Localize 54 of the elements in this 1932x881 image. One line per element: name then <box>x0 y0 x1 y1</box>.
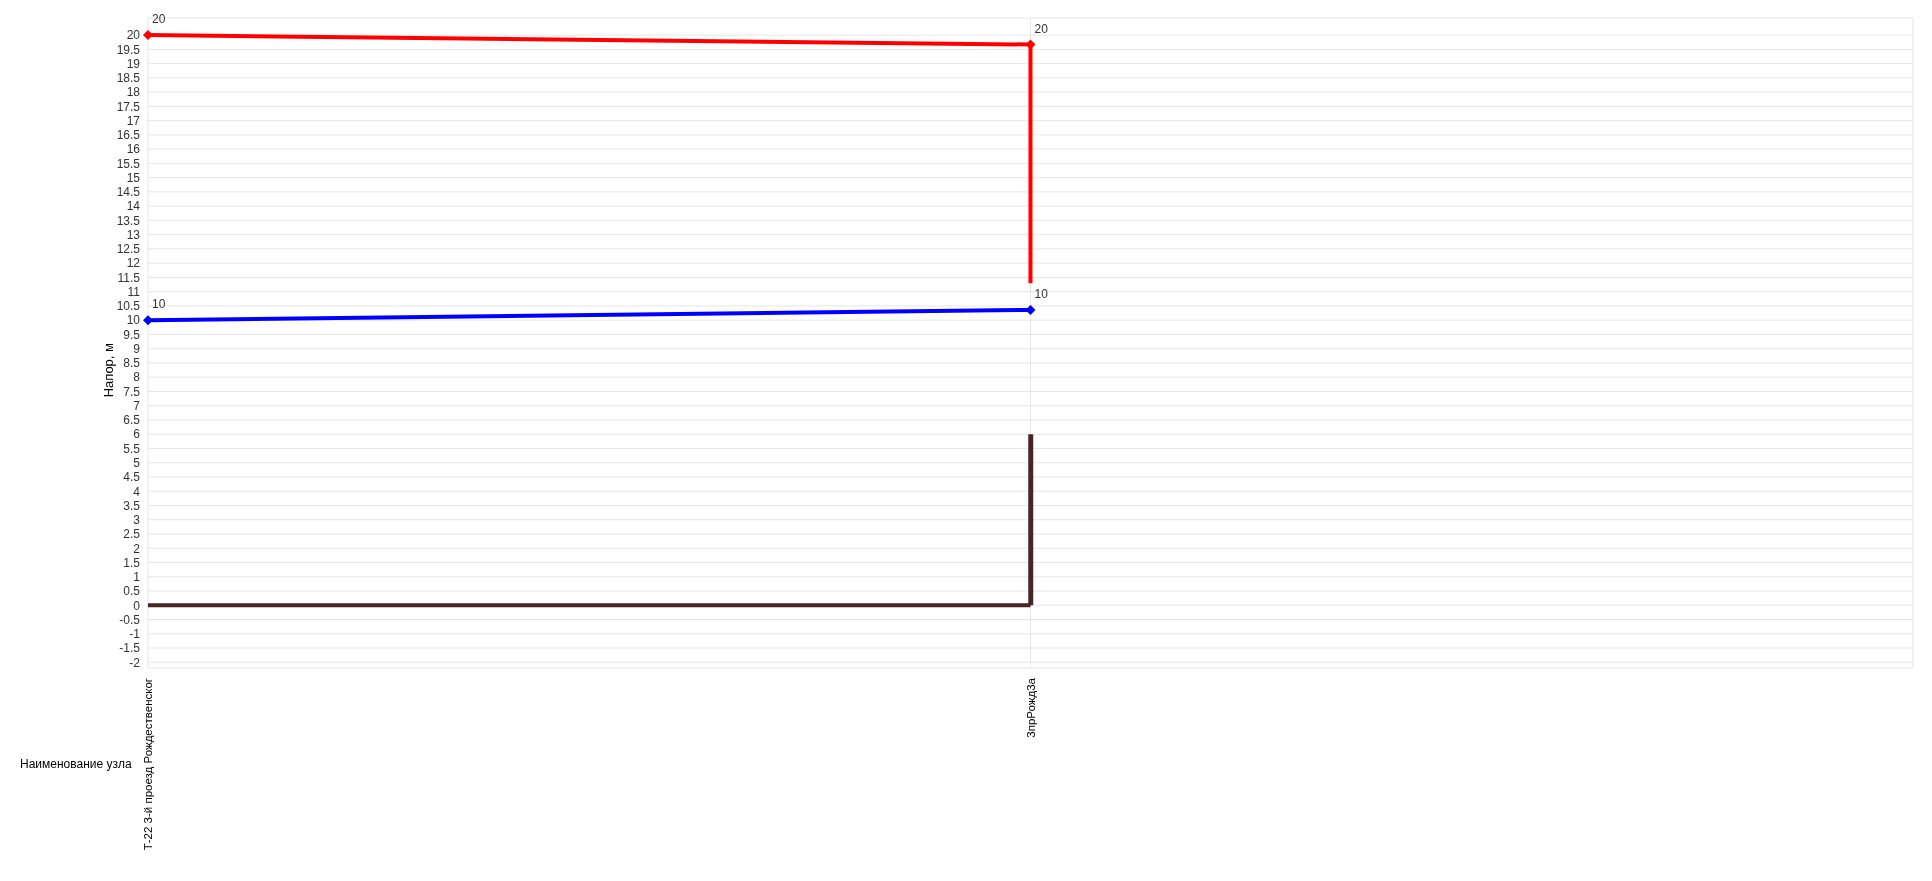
y-tick-label: 7.5 <box>123 384 141 399</box>
y-tick-label: 17.5 <box>116 99 141 114</box>
y-tick-label: 6 <box>133 427 141 442</box>
y-tick-label: 20 <box>126 28 141 43</box>
y-tick-label: 13 <box>126 227 141 242</box>
x-tick-label: Т-22 3-й проезд Рождественског <box>142 678 154 851</box>
y-tick-label: 16.5 <box>116 128 141 143</box>
y-tick-label: 5 <box>133 456 141 470</box>
y-tick-label: 11 <box>127 284 141 299</box>
y-tick-label: 6.5 <box>123 413 141 428</box>
y-tick-label: 2.5 <box>123 527 141 542</box>
x-axis-title: Наименование узла <box>20 757 132 771</box>
y-tick-label: 12 <box>126 256 141 271</box>
y-tick-label: 0 <box>133 598 141 613</box>
y-tick-label: 18 <box>126 85 141 100</box>
y-tick-label: -1.5 <box>119 641 141 656</box>
y-tick-label: 8.5 <box>123 356 141 371</box>
y-tick-label: 7 <box>133 398 141 413</box>
data-label: 20 <box>152 12 166 27</box>
x-tick-label: 3прРожд3а <box>1024 677 1037 738</box>
y-tick-label: 12.5 <box>116 242 141 257</box>
data-label: 10 <box>1034 286 1049 301</box>
y-tick-label: 1 <box>133 570 141 585</box>
point <box>143 315 153 326</box>
y-tick-label: 9.5 <box>123 327 141 342</box>
y-tick-label: 4.5 <box>123 470 141 485</box>
y-tick-label: 17 <box>126 113 141 128</box>
data-label: 20 <box>1034 21 1049 36</box>
y-tick-label: 18.5 <box>116 71 141 86</box>
y-tick-label: -0.5 <box>119 612 141 627</box>
y-tick-label: 2 <box>133 541 141 556</box>
y-tick-label: 3 <box>133 513 141 528</box>
y-tick-label: 16 <box>126 142 141 157</box>
y-tick-label: 3.5 <box>123 498 141 513</box>
y-tick-label: 14.5 <box>116 185 141 200</box>
y-tick-label: 19 <box>126 56 141 71</box>
y-tick-label: 19.5 <box>116 42 141 57</box>
y-tick-label: 4 <box>133 484 141 499</box>
y-tick-label: 14 <box>126 199 141 214</box>
y-tick-label: 8 <box>133 370 141 385</box>
y-tick-label: 15 <box>126 170 141 185</box>
y-tick-label: 1.5 <box>123 555 141 570</box>
y-tick-label: -2 <box>129 655 141 670</box>
y-tick-label: 10.5 <box>116 299 141 314</box>
data-label: 10 <box>152 297 166 312</box>
y-tick-label: 13.5 <box>116 213 141 228</box>
y-tick-label: 15.5 <box>116 156 141 171</box>
y-tick-label: 0.5 <box>123 584 141 599</box>
y-axis-title: Напор, м <box>100 342 116 398</box>
y-tick-label: -1 <box>129 627 141 642</box>
y-tick-label: 11.5 <box>117 270 141 285</box>
y-tick-label: 5.5 <box>123 441 141 456</box>
y-tick-label: 10 <box>126 313 141 328</box>
y-tick-label: 9 <box>133 341 141 356</box>
